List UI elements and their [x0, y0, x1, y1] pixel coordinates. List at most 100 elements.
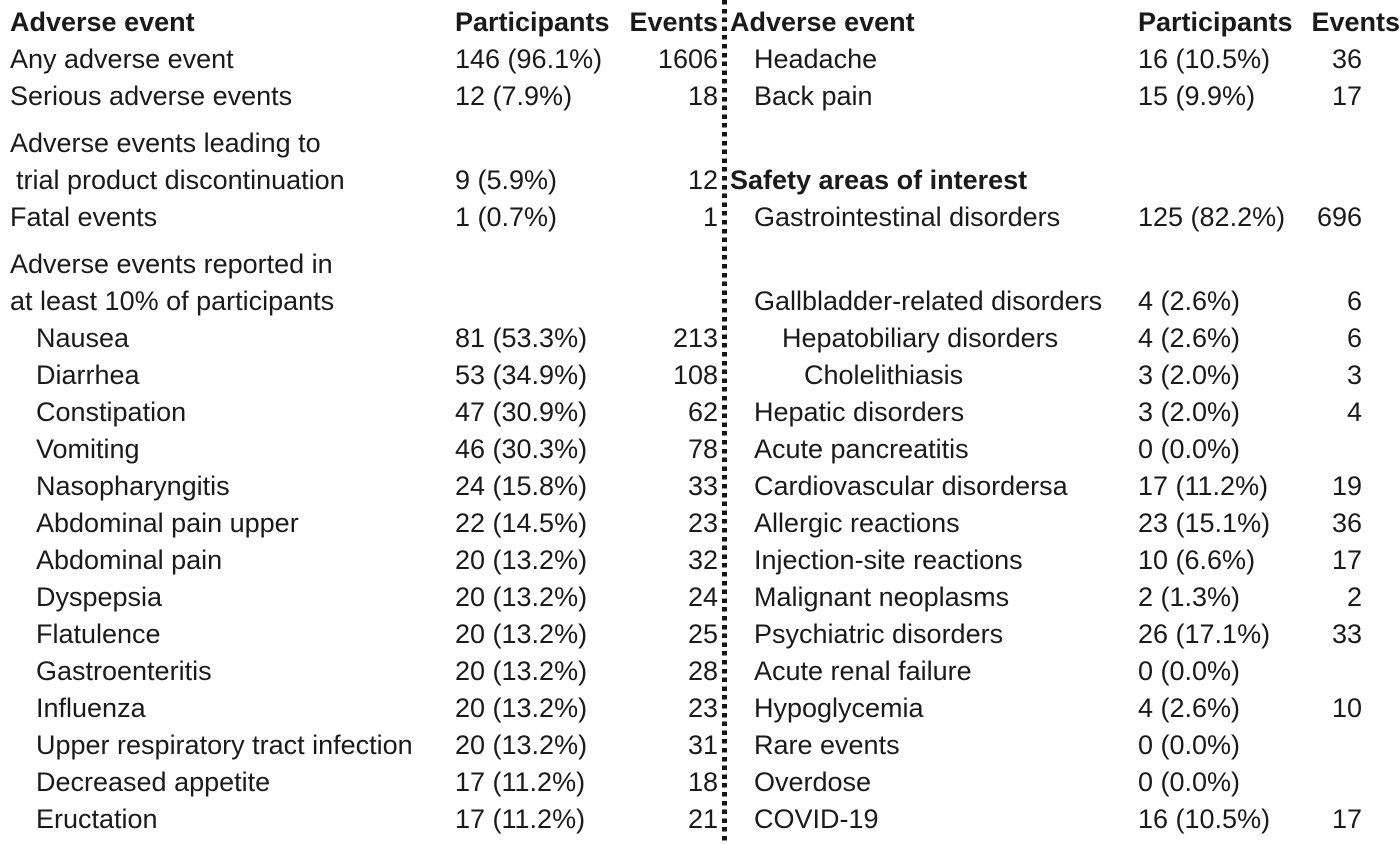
table-row: Adverse events leading to	[8, 125, 1400, 162]
left-adverse-event-label: Abdominal pain upper	[36, 508, 299, 538]
left-adverse-event-label: Adverse events leading to	[10, 128, 321, 158]
left-participants-value	[455, 125, 625, 162]
left-events-value: 213	[672, 323, 718, 353]
table-row: Dyspepsia 20 (13.2%) 24 Malignant neoplasms…	[8, 579, 1400, 616]
right-events-value	[1300, 653, 1400, 690]
right-adverse-event-label: Rare events	[754, 730, 900, 760]
left-participants-value: 17 (11.2%)	[455, 804, 586, 834]
left-adverse-event-label: Abdominal pain	[36, 545, 223, 575]
left-adverse-event-label: Decreased appetite	[36, 767, 271, 797]
right-participants-value: 3 (2.0%)	[1138, 360, 1241, 390]
right-events-value: 36	[1331, 44, 1362, 74]
left-participants-value: 17 (11.2%)	[455, 767, 586, 797]
left-participants-value: 146 (96.1%)	[455, 44, 603, 74]
left-adverse-event-label: Eructation	[36, 804, 158, 834]
table-row: Abdominal pain 20 (13.2%) 32 Injection-site…	[8, 542, 1400, 579]
right-participants-value: 0 (0.0%)	[1138, 434, 1241, 464]
right-adverse-event-label: Injection-site reactions	[754, 545, 1023, 575]
table-row: Upper respiratory tract infection 20 (13.…	[8, 727, 1400, 764]
right-participants-value: 3 (2.0%)	[1138, 397, 1241, 427]
right-column-header-adverse-event: Adverse event	[730, 7, 915, 37]
left-events-value: 33	[687, 471, 718, 501]
right-participants-value: 16 (10.5%)	[1138, 804, 1271, 834]
left-participants-value: 24 (15.8%)	[455, 471, 588, 501]
right-participants-value: 4 (2.6%)	[1138, 323, 1241, 353]
adverse-events-table: Adverse event Participants Events Adverse e…	[8, 4, 1400, 838]
right-column-header-participants: Participants	[1138, 7, 1293, 37]
left-adverse-event-label: Influenza	[36, 693, 146, 723]
table-header-row: Adverse event Participants Events Adverse e…	[8, 4, 1400, 41]
right-participants-value: 4 (2.6%)	[1138, 693, 1241, 723]
right-participants-value: 0 (0.0%)	[1138, 656, 1241, 686]
right-events-value: 10	[1331, 693, 1362, 723]
left-events-value	[625, 125, 722, 162]
left-participants-value	[455, 246, 625, 283]
right-participants-value: 26 (17.1%)	[1138, 619, 1271, 649]
right-participants-value: 2 (1.3%)	[1138, 582, 1241, 612]
right-participants-value: 17 (11.2%)	[1138, 471, 1269, 501]
left-participants-value	[455, 283, 625, 320]
right-participants-value: 16 (10.5%)	[1138, 44, 1271, 74]
left-participants-value: 47 (30.9%)	[455, 397, 588, 427]
left-events-value: 31	[687, 730, 718, 760]
right-adverse-event-label: COVID-19	[754, 804, 879, 834]
table-row: at least 10% of participants Gallbladder-…	[8, 283, 1400, 320]
left-participants-value: 46 (30.3%)	[455, 434, 588, 464]
right-adverse-event-label: Acute pancreatitis	[754, 434, 969, 464]
table-row: Eructation 17 (11.2%) 21 COVID-19 16 (10.5%)…	[8, 801, 1400, 838]
table-row: Gastroenteritis 20 (13.2%) 28 Acute renal f…	[8, 653, 1400, 690]
right-participants-value: 0 (0.0%)	[1138, 767, 1241, 797]
right-adverse-event-label: Acute renal failure	[754, 656, 972, 686]
left-adverse-event-label: trial product discontinuation	[16, 165, 345, 195]
left-participants-value: 20 (13.2%)	[455, 545, 588, 575]
left-events-value: 32	[687, 545, 718, 575]
left-events-value: 1	[702, 202, 718, 232]
left-adverse-event-label: Diarrhea	[36, 360, 140, 390]
table-row: Any adverse event 146 (96.1%) 1606 Headache…	[8, 41, 1400, 78]
right-events-value	[1300, 125, 1400, 162]
left-column-header-participants: Participants	[455, 7, 610, 37]
left-participants-value: 20 (13.2%)	[455, 619, 588, 649]
right-events-value: 6	[1346, 323, 1362, 353]
left-adverse-event-label: Flatulence	[36, 619, 161, 649]
table-row: Flatulence 20 (13.2%) 25 Psychiatric disord…	[8, 616, 1400, 653]
right-participants-value: 125 (82.2%)	[1138, 202, 1286, 232]
left-adverse-event-label: Vomiting	[36, 434, 140, 464]
right-events-value	[1300, 764, 1400, 801]
left-adverse-event-label: at least 10% of participants	[10, 286, 335, 316]
left-events-value: 12	[687, 165, 718, 195]
table-row: Influenza 20 (13.2%) 23 Hypoglycemia 4 (2.6%…	[8, 690, 1400, 727]
left-events-value: 78	[687, 434, 718, 464]
table-row: Adverse events reported in	[8, 246, 1400, 283]
left-participants-value: 12 (7.9%)	[455, 81, 573, 111]
right-events-value: 17	[1331, 81, 1362, 111]
left-column-header-events: Events	[629, 7, 718, 37]
table-row: Vomiting 46 (30.3%) 78 Acute pancreatitis 0 …	[8, 431, 1400, 468]
right-adverse-event-label: Cardiovascular disordersa	[754, 471, 1068, 501]
table-row: Nasopharyngitis 24 (15.8%) 33 Cardiovascula…	[8, 468, 1400, 505]
right-adverse-event-label: Gallbladder-related disorders	[754, 286, 1103, 316]
left-events-value: 25	[687, 619, 718, 649]
left-participants-value: 20 (13.2%)	[455, 582, 588, 612]
right-events-value: 17	[1331, 804, 1362, 834]
left-participants-value: 1 (0.7%)	[455, 202, 558, 232]
left-adverse-event-label: Constipation	[36, 397, 187, 427]
right-adverse-event-label: Cholelithiasis	[804, 360, 964, 390]
left-events-value: 108	[672, 360, 718, 390]
left-events-value	[625, 246, 722, 283]
right-events-value: 696	[1316, 202, 1362, 232]
left-adverse-event-label: Fatal events	[10, 202, 158, 232]
left-adverse-event-label: Serious adverse events	[10, 81, 293, 111]
right-events-value: 3	[1346, 360, 1362, 390]
right-adverse-event-label: Back pain	[754, 81, 873, 111]
left-participants-value: 20 (13.2%)	[455, 693, 588, 723]
right-participants-value: 0 (0.0%)	[1138, 730, 1241, 760]
right-adverse-event-label: Gastrointestinal disorders	[754, 202, 1061, 232]
left-adverse-event-label: Nasopharyngitis	[36, 471, 230, 501]
right-participants-value: 10 (6.6%)	[1138, 545, 1256, 575]
left-events-value: 23	[687, 693, 718, 723]
left-adverse-event-label: Upper respiratory tract infection	[36, 730, 413, 760]
table-row: Decreased appetite 17 (11.2%) 18 Overdose 0 …	[8, 764, 1400, 801]
left-events-value: 23	[687, 508, 718, 538]
table-row: Diarrhea 53 (34.9%) 108 Cholelithiasis 3 (2.…	[8, 357, 1400, 394]
